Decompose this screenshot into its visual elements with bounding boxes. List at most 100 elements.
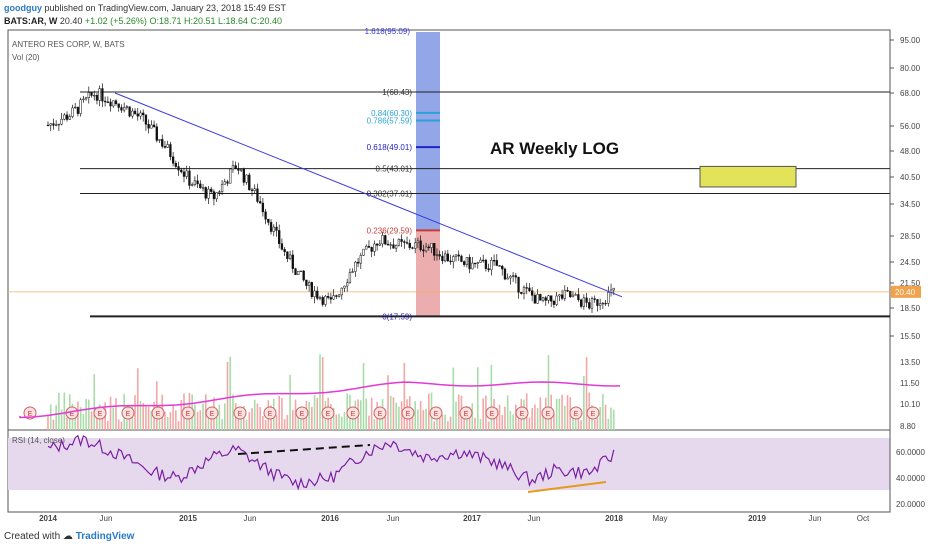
volume-bar <box>509 410 512 430</box>
volume-bar <box>311 406 313 430</box>
candle-body <box>283 249 286 253</box>
candle-body <box>574 294 577 296</box>
volume-bar <box>471 403 474 430</box>
rsi-tick-label: 60.0000 <box>896 448 925 457</box>
price-tick-label: 24.50 <box>900 258 921 267</box>
candle-body <box>191 184 194 186</box>
earnings-marker-label: E <box>574 411 579 418</box>
candle-body <box>93 94 96 97</box>
candle-body <box>411 247 414 249</box>
earnings-marker-label: E <box>520 411 525 418</box>
price-tick-label: 21.50 <box>900 279 921 288</box>
volume-bar <box>79 407 82 430</box>
candle-body <box>416 240 420 244</box>
candle-body <box>90 92 93 96</box>
earnings-marker <box>569 406 583 420</box>
volume-bar <box>175 410 177 430</box>
volume-bar <box>109 396 112 430</box>
candle-body <box>297 271 300 275</box>
volume-bar <box>368 415 370 430</box>
candle-body <box>286 251 289 259</box>
candle-body <box>123 107 126 111</box>
candle-body <box>199 183 202 189</box>
candle-body <box>348 272 352 284</box>
candle-body <box>449 260 452 263</box>
candle-body <box>487 268 490 271</box>
candle-body <box>533 295 537 304</box>
candle-body <box>367 245 371 248</box>
volume-bar <box>316 398 319 430</box>
candle-body <box>593 298 596 300</box>
volume-bar <box>444 414 446 430</box>
volume-bar <box>602 394 604 430</box>
candle-body <box>275 226 278 231</box>
candle-body <box>468 257 471 270</box>
earnings-marker-label: E <box>70 411 75 418</box>
candle-body <box>245 174 248 183</box>
volume-bar <box>292 410 294 430</box>
candle-body <box>506 277 509 280</box>
rsi-tick-label: 20.0000 <box>896 500 925 509</box>
volume-bar <box>452 367 455 430</box>
candle-body <box>520 292 523 294</box>
volume-bar <box>474 417 476 430</box>
candle-body <box>307 282 311 286</box>
earnings-marker <box>586 406 600 420</box>
tradingview-brand[interactable]: TradingView <box>75 531 135 542</box>
candle-body <box>95 94 99 101</box>
author-name[interactable]: goodguy <box>4 3 42 13</box>
volume-bar <box>531 408 533 430</box>
candle-body <box>174 163 177 167</box>
candle-body <box>79 99 82 114</box>
candle-body <box>302 270 305 281</box>
volume-bar <box>251 408 253 430</box>
volume-bar <box>139 400 142 430</box>
candle-body <box>454 254 458 257</box>
earnings-marker <box>321 406 335 420</box>
candle-body <box>161 139 164 147</box>
candle-body <box>446 253 449 262</box>
candle-body <box>531 290 534 296</box>
volume-tick-label: 10.10 <box>900 400 921 409</box>
time-tick-label: 2019 <box>748 514 766 523</box>
candle-body <box>166 144 169 148</box>
candle-body <box>560 294 564 299</box>
volume-bar <box>433 421 436 430</box>
candle-body <box>555 295 558 305</box>
earnings-marker-label: E <box>326 411 331 418</box>
candle-body <box>294 268 297 275</box>
candle-body <box>248 174 251 191</box>
earnings-marker-label: E <box>186 411 191 418</box>
candle-body <box>525 287 528 289</box>
volume-bar <box>240 418 242 430</box>
candle-body <box>261 202 265 213</box>
volume-bar <box>517 414 520 430</box>
fib-label: 1.618(95.09) <box>365 27 411 36</box>
time-tick-label: May <box>652 514 667 523</box>
candle-body <box>490 260 493 271</box>
volume-bar <box>101 414 104 430</box>
volume-bar <box>362 362 365 430</box>
candle-body <box>528 287 531 291</box>
volume-bar <box>278 395 280 430</box>
instrument-legend: ANTERO RES CORP, W, BATS <box>12 40 125 49</box>
candle-body <box>210 188 213 192</box>
candle-body <box>136 113 139 117</box>
volume-bar <box>351 418 354 430</box>
candle-body <box>229 168 232 184</box>
volume-bar <box>512 414 514 430</box>
candle-body <box>112 100 115 107</box>
volume-bar <box>52 419 55 430</box>
price-tick-label: 15.50 <box>900 332 921 341</box>
earnings-marker-label: E <box>351 411 356 418</box>
volume-bar <box>539 397 542 430</box>
rsi-line <box>47 434 615 491</box>
earnings-marker <box>121 406 135 420</box>
volume-bar <box>107 420 109 430</box>
candle-body <box>522 287 526 294</box>
candle-body <box>384 235 387 245</box>
earnings-marker <box>295 406 309 420</box>
volume-bar <box>419 400 422 430</box>
time-tick-label: Jun <box>528 514 541 523</box>
